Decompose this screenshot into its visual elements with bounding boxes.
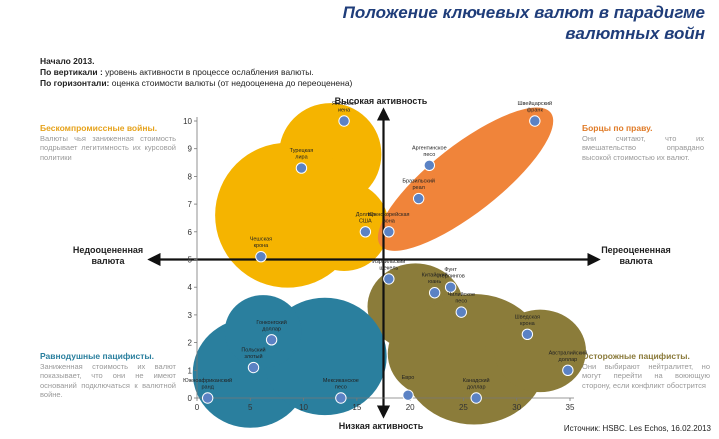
quadrant-bottom-left: Равнодушные пацифисты. Заниженная стоимо… [40,351,176,400]
quadrant-text: Валюты чья заниженная стоимость подрывае… [40,133,176,162]
x-tick-label: 10 [299,403,308,412]
x-tick-label: 30 [512,403,521,412]
y-tick-label: 8 [188,172,193,181]
data-point [383,226,395,238]
quadrant-heading: Борцы по праву. [582,123,653,133]
quadrant-text: Они выбирают нейтралитет, но могут перей… [582,361,710,390]
axis-label-right: Переоцененная валюта [601,245,671,266]
x-tick-label: 15 [352,403,361,412]
quadrant-heading: Равнодушные пацифисты. [40,351,155,361]
blob-yellow [299,181,389,272]
intro-block: Начало 2013. По вертикали : уровень акти… [40,56,352,89]
y-tick-label: 6 [188,228,193,237]
point-label: Южнокорейская вона [368,211,409,225]
point-label: Канадский доллар [463,377,490,391]
quadrant-heading: Осторожные пацифисты. [582,351,690,361]
cluster-blobs [192,103,586,428]
intro-vertical-text: уровень активности в процессе ослабления… [102,67,314,77]
point-label: Чешская крона [250,237,272,250]
x-tick-label: 20 [406,403,415,412]
axis-label-bottom: Низкая активность [339,421,424,431]
point-label: Доллар США [356,212,375,225]
axis-label-left: Недооцененная валюта [73,245,143,266]
data-point [383,273,395,285]
source-note: Источник: HSBC. Les Echos, 16.02.2013 [563,424,711,433]
intro-horizontal-label: По горизонтали: [40,78,110,88]
y-tick-label: 4 [188,283,193,292]
y-tick-label: 5 [188,256,193,265]
point-label: Фунт стерлингов [436,267,464,280]
chart-axes: 0 1 2 3 4 5 6 7 8 9 10 0 5 10 15 20 25 30 35 [147,107,601,419]
point-label: Аргентинское песо [412,145,447,158]
data-point [423,159,436,172]
blob-teal [224,295,302,368]
y-tick-label: 3 [188,311,193,320]
data-point [201,392,214,404]
data-point [335,392,347,404]
data-point [338,115,350,127]
quadrant-text: Заниженная стоимость их валют показывает… [40,361,176,400]
x-tick-label: 35 [566,403,575,412]
data-point [455,306,467,318]
y-tick-label: 0 [188,394,193,403]
x-tick-label: 25 [459,403,468,412]
data-point [255,251,267,263]
y-tick-label: 2 [188,339,193,348]
blob-orange [377,107,554,251]
y-tick-label: 10 [183,117,192,126]
point-label: Мексиканское песо [323,378,359,391]
point-label: Шведская крона [515,314,540,327]
quadrant-top-left: Бескомпромиссные войны. Валюты чья заниж… [40,123,176,162]
quadrant-text: Они считают, что их вмешательство оправд… [582,133,704,162]
quadrant-bottom-right: Осторожные пацифисты. Они выбирают нейтр… [582,351,710,390]
data-point [428,287,441,299]
data-point [412,192,425,205]
quadrant-top-right: Борцы по праву. Они считают, что их вмеш… [582,123,704,162]
data-point [295,162,308,174]
point-label: Южноафриканский ранд [183,377,232,391]
point-label: Японская иена [332,101,356,114]
intro-horizontal-text: оценка стоимости валюты (от недооценена … [109,78,353,88]
data-point [359,226,372,238]
intro-vertical-label: По вертикали : [40,67,103,77]
point-label: Гонконгский доллар [256,319,286,333]
data-point [444,281,457,293]
point-label: Бразильский реал [402,178,435,192]
point-label: Израильский шекель [372,258,405,272]
point-label: Чилийское песо [448,291,475,305]
x-tick-label: 0 [195,403,200,412]
data-point [562,364,574,376]
point-label: Швейцарский франк [518,100,553,114]
page-title: Положение ключевых валют в парадигме вал… [342,3,705,43]
data-points: Японская иена Турецкая лира Доллар США Чешская… [183,100,588,404]
point-label: Польский злотый [241,347,265,361]
data-point [521,328,534,340]
data-point [470,392,482,404]
axis-label-top: Высокая активность [335,96,428,106]
point-label: Китайский юань [422,272,448,286]
data-point [529,115,541,127]
point-label: Евро [402,375,415,381]
y-tick-label: 1 [188,366,193,375]
blob-olive [387,309,486,398]
point-label: Австралийский доллар [549,349,588,363]
intro-date: Начало 2013. [40,56,95,66]
y-tick-label: 7 [188,200,193,209]
y-tick-label: 9 [188,145,193,154]
data-point [265,334,278,346]
data-point [402,389,414,401]
data-point [247,361,260,374]
x-tick-label: 5 [248,403,253,412]
quadrant-heading: Бескомпромиссные войны. [40,123,158,133]
point-label: Турецкая лира [290,148,314,161]
